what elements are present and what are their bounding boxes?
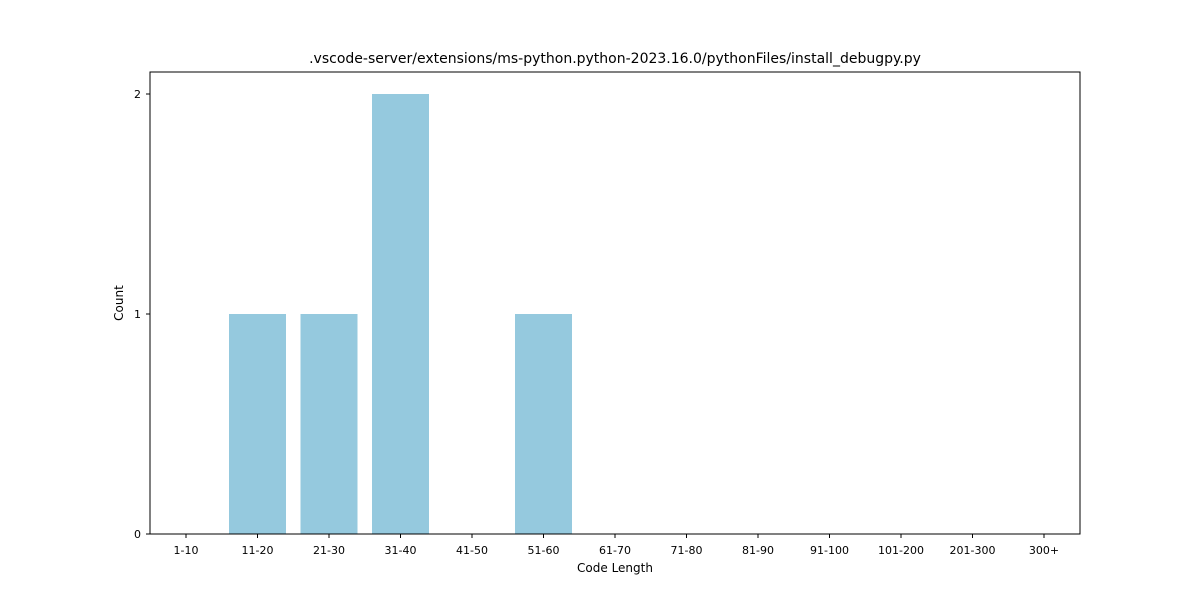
- x-tick-label: 81-90: [742, 544, 774, 557]
- bar-51-60: [515, 314, 572, 534]
- x-tick-label: 1-10: [174, 544, 199, 557]
- x-axis-ticks: 1-10 11-20 21-30 31-40 41-50 51-60 61-70 71-80 8…: [174, 534, 1059, 557]
- x-tick-label: 61-70: [599, 544, 631, 557]
- bars-layer: [229, 94, 572, 534]
- plot-area-frame: [149, 71, 1081, 535]
- y-tick-label: 0: [134, 528, 141, 541]
- x-tick-label: 31-40: [385, 544, 417, 557]
- bar-11-20: [229, 314, 286, 534]
- x-tick-label: 11-20: [242, 544, 274, 557]
- chart-title: .vscode-server/extensions/ms-python.pyth…: [309, 51, 921, 67]
- x-tick-label: 201-300: [950, 544, 996, 557]
- x-axis-label: Code Length: [577, 561, 653, 575]
- x-tick-label: 71-80: [671, 544, 703, 557]
- bar-21-30: [300, 314, 358, 534]
- y-axis-label: Count: [112, 285, 126, 321]
- bar-31-40: [372, 94, 429, 534]
- y-axis-ticks: 0 1 2: [134, 88, 150, 541]
- y-tick-label: 1: [134, 308, 141, 321]
- x-tick-label: 51-60: [528, 544, 560, 557]
- x-tick-label: 300+: [1029, 544, 1059, 557]
- x-tick-label: 21-30: [313, 544, 345, 557]
- x-tick-label: 101-200: [878, 544, 924, 557]
- y-tick-label: 2: [134, 88, 141, 101]
- x-tick-label: 91-100: [810, 544, 849, 557]
- x-tick-label: 41-50: [456, 544, 488, 557]
